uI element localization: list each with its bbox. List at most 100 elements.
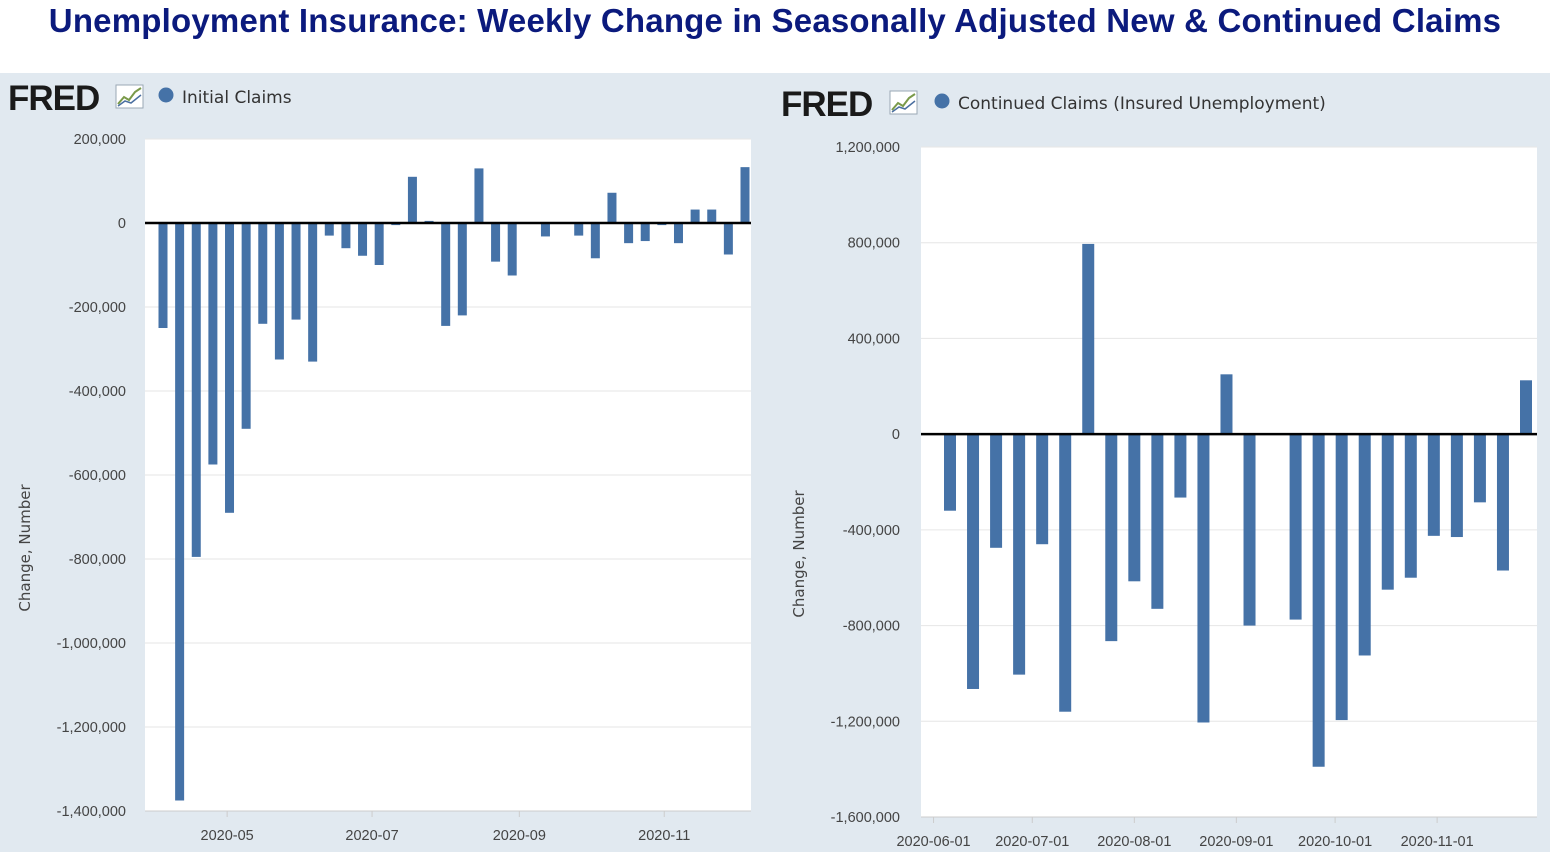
bar[interactable]: [944, 434, 956, 511]
bar[interactable]: [540, 223, 550, 237]
bar[interactable]: [358, 223, 368, 256]
x-tick-label: 2020-09-01: [1199, 834, 1273, 850]
bar[interactable]: [690, 209, 700, 223]
y-tick-label: -1,600,000: [831, 810, 900, 826]
bar[interactable]: [1197, 434, 1210, 723]
y-tick-label: -800,000: [843, 619, 900, 635]
bar[interactable]: [291, 223, 301, 320]
x-tick-label: 2020-05: [201, 828, 254, 844]
bar[interactable]: [1520, 380, 1532, 435]
bar[interactable]: [457, 223, 467, 316]
bar[interactable]: [624, 223, 634, 244]
legend-label-initial-claims[interactable]: Initial Claims: [182, 88, 292, 108]
y-tick-label: 200,000: [74, 132, 126, 148]
x-axis-ticks: 2020-05 2020-07 2020-09 2020-11: [145, 810, 751, 844]
bar[interactable]: [374, 223, 384, 265]
bar[interactable]: [990, 434, 1003, 548]
bar[interactable]: [441, 223, 451, 326]
bar[interactable]: [1151, 434, 1164, 609]
y-axis-title: Change, Number: [790, 490, 808, 618]
bar[interactable]: [1312, 434, 1325, 767]
fred-graph-icon: [889, 90, 918, 115]
y-tick-label: -1,400,000: [57, 804, 126, 820]
bar[interactable]: [1174, 434, 1187, 498]
bar[interactable]: [175, 223, 185, 801]
bar[interactable]: [241, 223, 251, 429]
bar[interactable]: [1450, 434, 1463, 538]
y-axis-title: Change, Number: [16, 484, 34, 612]
bar[interactable]: [507, 223, 517, 276]
x-tick-label: 2020-11: [638, 828, 690, 844]
bar[interactable]: [740, 167, 750, 223]
bar[interactable]: [640, 223, 650, 242]
bar[interactable]: [967, 434, 980, 689]
x-tick-label: 2020-11-01: [1401, 834, 1474, 850]
bar[interactable]: [1220, 374, 1233, 435]
y-tick-label: 400,000: [848, 331, 900, 347]
fred-graph-icon: [115, 84, 144, 109]
bar[interactable]: [1358, 434, 1371, 656]
continued-claims-chart: FRED Continued Claims (Insured Unemploym…: [781, 85, 1537, 850]
bar[interactable]: [607, 192, 617, 223]
bar[interactable]: [1243, 434, 1256, 626]
bar[interactable]: [1059, 434, 1072, 712]
bar[interactable]: [590, 223, 600, 259]
fred-logo: FRED: [8, 79, 144, 118]
bar[interactable]: [1013, 434, 1026, 675]
y-tick-label: -600,000: [69, 468, 126, 484]
y-tick-label: 800,000: [848, 236, 900, 252]
bar[interactable]: [1105, 434, 1118, 642]
bar[interactable]: [341, 223, 351, 249]
bar[interactable]: [1289, 434, 1302, 620]
fred-logo: FRED: [781, 85, 918, 124]
bar[interactable]: [1496, 434, 1509, 571]
x-tick-label: 2020-06-01: [896, 834, 970, 850]
bar[interactable]: [1335, 434, 1348, 721]
bar[interactable]: [1036, 434, 1049, 545]
y-axis-ticks: 200,000 0 -200,000 -400,000 -600,000 -800,000…: [57, 132, 126, 820]
bars: [921, 243, 1537, 767]
bar[interactable]: [1404, 434, 1417, 578]
bar[interactable]: [158, 223, 168, 328]
bar[interactable]: [673, 223, 683, 244]
bar[interactable]: [274, 223, 284, 360]
bar[interactable]: [1427, 434, 1440, 536]
y-tick-label: -400,000: [843, 523, 900, 539]
bar[interactable]: [258, 223, 268, 324]
x-tick-label: 2020-07: [345, 828, 398, 844]
initial-claims-chart: FRED Initial Claims 200,000 0 -200,000 -400…: [8, 79, 751, 844]
bar[interactable]: [1381, 434, 1394, 590]
bar[interactable]: [1082, 243, 1095, 435]
legend-label-continued-claims[interactable]: Continued Claims (Insured Unemployment): [958, 94, 1326, 114]
initial-claims-chart-panel: FRED Initial Claims 200,000 0 -200,000 -400…: [0, 73, 776, 852]
x-tick-label: 2020-08-01: [1097, 834, 1171, 850]
x-tick-label: 2020-09: [493, 828, 546, 844]
bar[interactable]: [491, 223, 501, 262]
page-title: Unemployment Insurance: Weekly Change in…: [48, 2, 1502, 39]
x-tick-label: 2020-10-01: [1298, 834, 1372, 850]
bar[interactable]: [707, 209, 717, 223]
bar[interactable]: [1128, 434, 1141, 582]
bar[interactable]: [324, 223, 334, 236]
legend-marker-initial-claims: [158, 87, 174, 103]
bar[interactable]: [474, 168, 484, 223]
bar[interactable]: [225, 223, 235, 513]
legend-marker-continued-claims: [934, 93, 950, 109]
bar[interactable]: [574, 223, 584, 236]
bar[interactable]: [407, 176, 417, 223]
fred-logo-text: FRED: [781, 85, 872, 124]
bar[interactable]: [191, 223, 201, 557]
bar[interactable]: [308, 223, 318, 362]
y-tick-label: -1,200,000: [831, 714, 900, 730]
y-tick-label: -1,200,000: [57, 720, 126, 736]
y-tick-label: -200,000: [69, 300, 126, 316]
bar[interactable]: [1473, 434, 1486, 503]
x-tick-label: 2020-07-01: [995, 834, 1069, 850]
y-tick-label: -400,000: [69, 384, 126, 400]
y-axis-ticks: 1,200,000 800,000 400,000 0 -400,000 -800,000…: [831, 140, 900, 826]
bar[interactable]: [723, 223, 733, 255]
fred-logo-text: FRED: [8, 79, 99, 118]
bars: [145, 167, 751, 801]
y-tick-label: 0: [892, 427, 900, 443]
bar[interactable]: [208, 223, 218, 465]
